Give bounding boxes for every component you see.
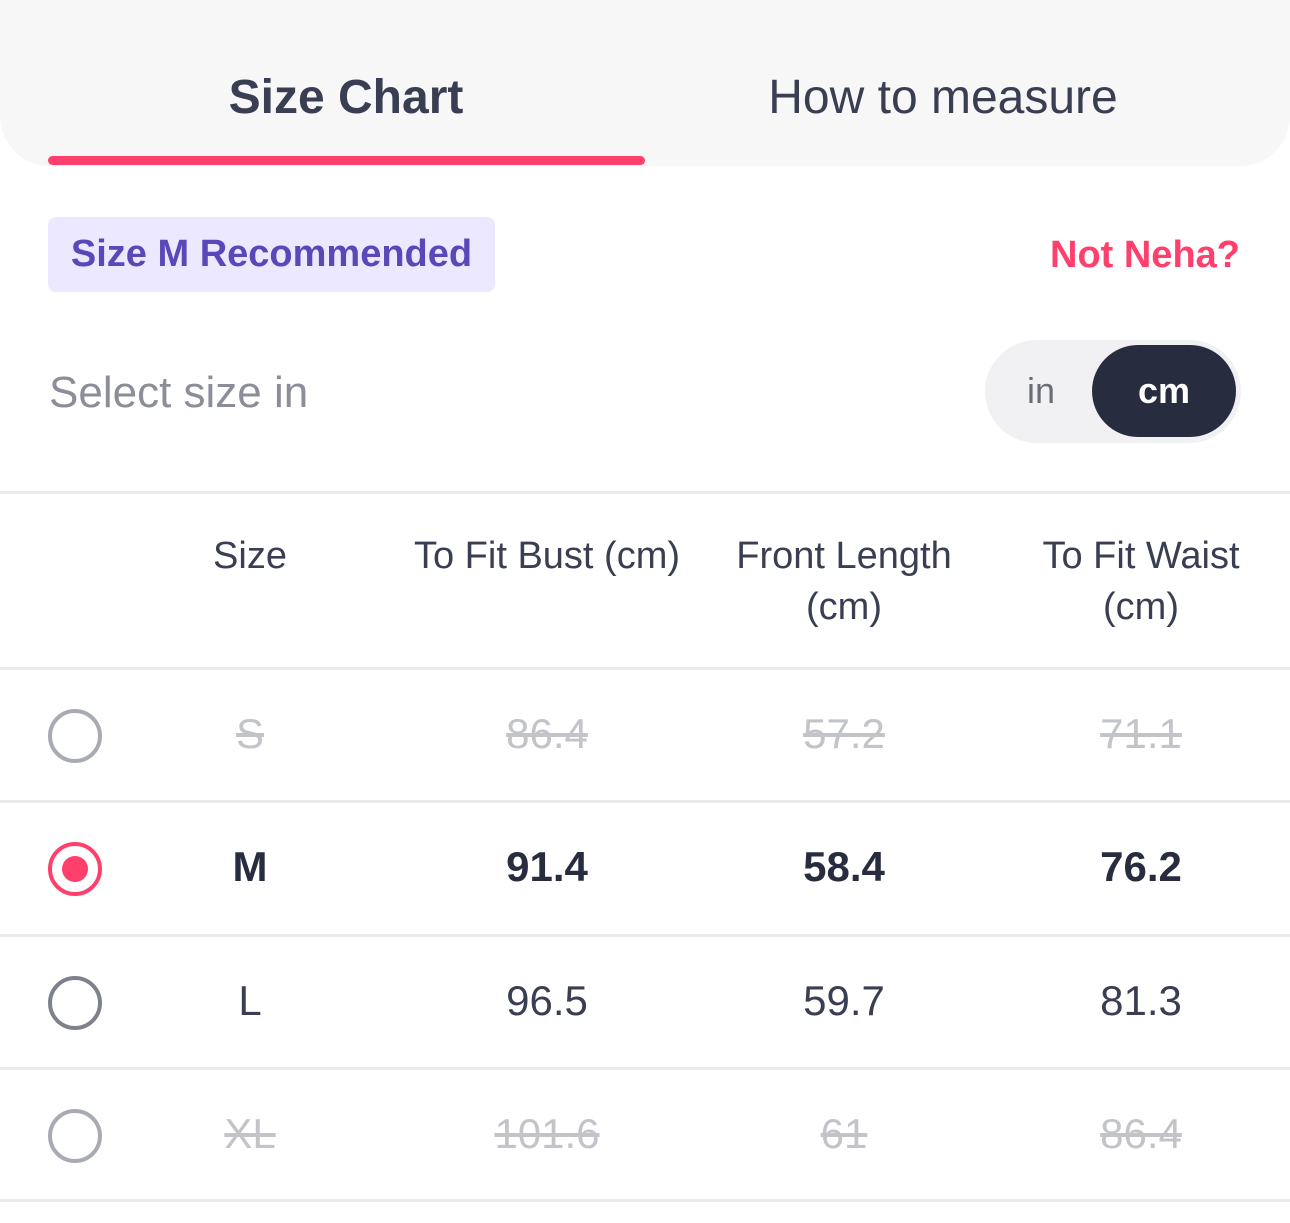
radio-size-xl[interactable] bbox=[48, 1109, 102, 1163]
cell-bust: 101.6 bbox=[494, 1110, 600, 1157]
cell-size: L bbox=[238, 977, 262, 1024]
recommended-size-badge: Size M Recommended bbox=[48, 217, 495, 292]
cell-bust: 86.4 bbox=[506, 710, 588, 757]
header-front-length-line2: (cm) bbox=[806, 586, 882, 628]
header-waist-line2: (cm) bbox=[1103, 586, 1179, 628]
radio-size-m[interactable] bbox=[48, 842, 102, 896]
row-divider bbox=[0, 934, 1290, 937]
cell-front-length: 59.7 bbox=[803, 977, 885, 1024]
cell-waist: 76.2 bbox=[1100, 843, 1182, 890]
cell-waist: 71.1 bbox=[1100, 710, 1182, 757]
cell-waist: 81.3 bbox=[1100, 977, 1182, 1024]
cell-front-length: 61 bbox=[820, 1110, 868, 1157]
active-tab-indicator bbox=[48, 156, 645, 165]
cell-bust: 91.4 bbox=[506, 843, 588, 890]
header-front-length: Front Length (cm) bbox=[714, 531, 974, 633]
size-row-l[interactable]: L 96.5 59.7 81.3 bbox=[0, 937, 1290, 1068]
header-divider bbox=[0, 667, 1290, 670]
unit-toggle: in cm bbox=[985, 340, 1241, 443]
size-row-m[interactable]: M 91.4 58.4 76.2 bbox=[0, 803, 1290, 934]
table-top-divider bbox=[0, 491, 1290, 494]
size-row-xl[interactable]: XL 101.6 61 86.4 bbox=[0, 1070, 1290, 1201]
radio-selected-dot bbox=[62, 856, 88, 882]
tab-size-chart[interactable]: Size Chart bbox=[228, 71, 464, 124]
row-divider bbox=[0, 1199, 1290, 1202]
row-divider bbox=[0, 800, 1290, 803]
unit-select-label: Select size in bbox=[49, 368, 309, 417]
header-waist-line1: To Fit Waist bbox=[1042, 535, 1240, 577]
radio-size-l[interactable] bbox=[48, 976, 102, 1030]
unit-option-cm[interactable]: cm bbox=[1092, 345, 1236, 437]
header-size: Size bbox=[213, 535, 287, 577]
tab-how-to-measure[interactable]: How to measure bbox=[768, 71, 1118, 124]
unit-option-in[interactable]: in bbox=[1026, 370, 1056, 411]
cell-waist: 86.4 bbox=[1100, 1110, 1182, 1157]
cell-front-length: 57.2 bbox=[803, 710, 885, 757]
size-row-s[interactable]: S 86.4 57.2 71.1 bbox=[0, 670, 1290, 801]
header-bust: To Fit Bust (cm) bbox=[413, 535, 681, 577]
cell-size: S bbox=[235, 710, 264, 757]
not-user-link[interactable]: Not Neha? bbox=[1050, 234, 1240, 276]
header-waist: To Fit Waist (cm) bbox=[1030, 531, 1252, 633]
cell-front-length: 58.4 bbox=[803, 843, 885, 890]
radio-size-s[interactable] bbox=[48, 709, 102, 763]
cell-bust: 96.5 bbox=[506, 977, 588, 1024]
row-divider bbox=[0, 1067, 1290, 1070]
cell-size: M bbox=[232, 843, 268, 890]
header-front-length-line1: Front Length bbox=[736, 535, 952, 577]
cell-size: XL bbox=[224, 1110, 276, 1157]
tab-bar: Size Chart How to measure bbox=[0, 0, 1290, 166]
